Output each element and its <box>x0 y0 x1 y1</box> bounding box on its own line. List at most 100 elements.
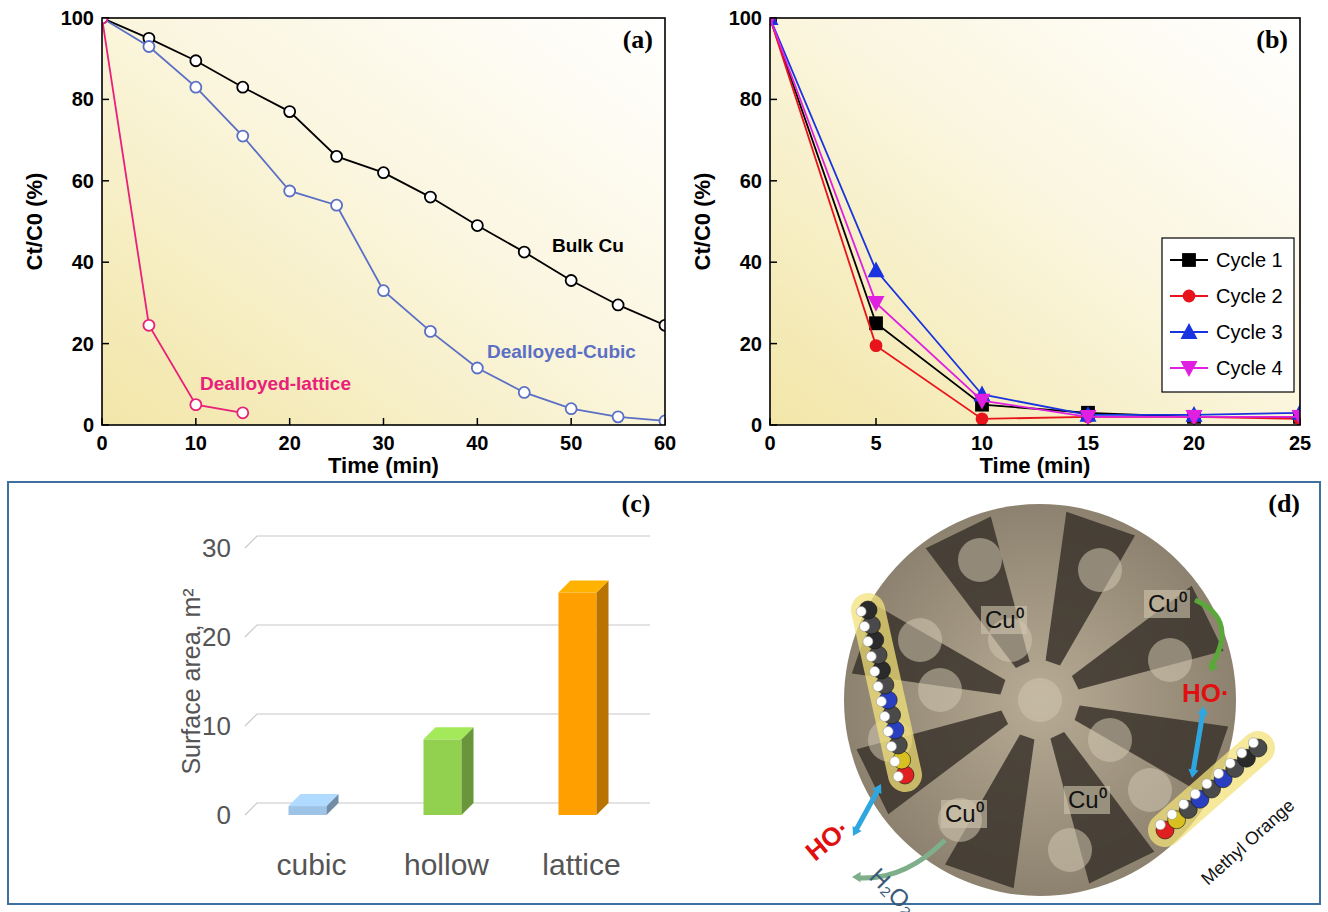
legend-label: Cycle 3 <box>1216 321 1283 343</box>
x-tick-label: 10 <box>185 432 207 454</box>
atom <box>893 772 903 782</box>
data-point <box>770 18 776 24</box>
radical-label: HO· <box>800 813 856 867</box>
panel-label: (d) <box>1268 489 1300 518</box>
label-patch <box>941 800 987 828</box>
data-point <box>237 82 248 93</box>
y-tick-label: 80 <box>72 88 94 110</box>
arrow <box>1195 600 1222 668</box>
y-tick-label: 40 <box>740 251 762 273</box>
label-patch <box>981 606 1027 634</box>
oxidant-label: H₂O₂ <box>864 862 922 912</box>
series-line <box>770 18 1300 419</box>
data-point <box>425 326 436 337</box>
series-line <box>102 18 665 325</box>
atom <box>880 712 890 722</box>
series-label: Bulk Cu <box>552 235 624 256</box>
panel-frame <box>8 482 1320 904</box>
x-tick <box>195 418 197 425</box>
legend-marker <box>1182 325 1196 338</box>
y-tick <box>102 343 109 345</box>
data-point <box>660 415 666 425</box>
x-tick-label: 60 <box>654 432 676 454</box>
y-tick-label: 40 <box>72 251 94 273</box>
plot-frame <box>770 18 1300 425</box>
data-point <box>871 340 882 351</box>
data-point <box>378 167 389 178</box>
panel-label: (a) <box>623 25 653 54</box>
data-point <box>425 192 436 203</box>
data-point <box>977 413 988 424</box>
cu-label: Cu⁰ <box>1068 786 1107 813</box>
series-line <box>770 18 1300 417</box>
y-tick-label: 0 <box>217 800 231 830</box>
label-patch <box>1064 786 1110 814</box>
molecule-halo <box>1165 748 1258 830</box>
legend: Cycle 1Cycle 2Cycle 3Cycle 4 <box>1162 238 1294 392</box>
bar-front <box>424 739 462 815</box>
panel-label: (c) <box>622 489 651 518</box>
series-line <box>102 18 665 421</box>
y-tick-label: 60 <box>740 170 762 192</box>
x-tick <box>477 418 479 425</box>
data-point <box>1081 411 1095 424</box>
data-point <box>190 82 201 93</box>
y-tick-label: 60 <box>72 170 94 192</box>
data-group <box>770 18 1300 424</box>
bar-front <box>289 806 327 815</box>
data-point <box>331 151 342 162</box>
data-point <box>378 285 389 296</box>
data-point <box>472 220 483 231</box>
atom <box>1202 779 1212 789</box>
cu-nodule <box>1078 548 1122 592</box>
data-point <box>519 247 530 258</box>
data-point <box>102 18 108 24</box>
legend-box <box>1162 238 1294 392</box>
arrow-head <box>872 784 881 794</box>
cu-nodule <box>898 618 942 662</box>
data-point <box>331 200 342 211</box>
atom <box>886 742 896 752</box>
y-tick <box>770 180 777 182</box>
x-tick-label: lattice <box>542 848 620 881</box>
series-line <box>770 18 1300 415</box>
y-tick <box>102 99 109 101</box>
grid-line <box>245 536 650 548</box>
bar-top <box>424 727 474 739</box>
legend-label: Cycle 2 <box>1216 285 1283 307</box>
bar-top <box>559 581 609 593</box>
data-point <box>143 320 154 331</box>
radical-label: HO· <box>1182 678 1230 708</box>
y-tick-label: 100 <box>729 7 762 29</box>
atom <box>883 727 893 737</box>
bar-top <box>289 794 339 806</box>
bar-side <box>597 581 609 816</box>
y-tick-label: 100 <box>61 7 94 29</box>
data-group <box>102 18 665 425</box>
y-axis-title: Ct/C0 (%) <box>22 173 47 271</box>
series-label: Dealloyed-lattice <box>200 373 351 394</box>
x-tick-label: 20 <box>279 432 301 454</box>
series-label: Dealloyed-Cubic <box>487 341 636 362</box>
data-point <box>613 299 624 310</box>
data-point <box>869 263 883 276</box>
cu-nodule <box>958 538 1002 582</box>
y-tick <box>102 261 109 263</box>
data-group <box>289 581 609 816</box>
label-patch <box>1144 590 1190 618</box>
figure: 0102030405060020406080100Time (min)Ct/C0… <box>0 0 1328 912</box>
y-tick-label: 20 <box>740 333 762 355</box>
arrow <box>1193 712 1203 772</box>
atom <box>856 607 866 617</box>
x-tick-label: 30 <box>372 432 394 454</box>
x-tick-label: 0 <box>764 432 775 454</box>
arrow <box>856 790 878 830</box>
y-tick <box>102 180 109 182</box>
x-tick-label: 15 <box>1077 432 1099 454</box>
data-point <box>237 407 248 418</box>
cu-label: Cu⁰ <box>1148 590 1187 617</box>
x-tick-label: 40 <box>466 432 488 454</box>
atom <box>1167 809 1177 819</box>
data-point <box>143 41 154 52</box>
data-point <box>770 18 777 24</box>
